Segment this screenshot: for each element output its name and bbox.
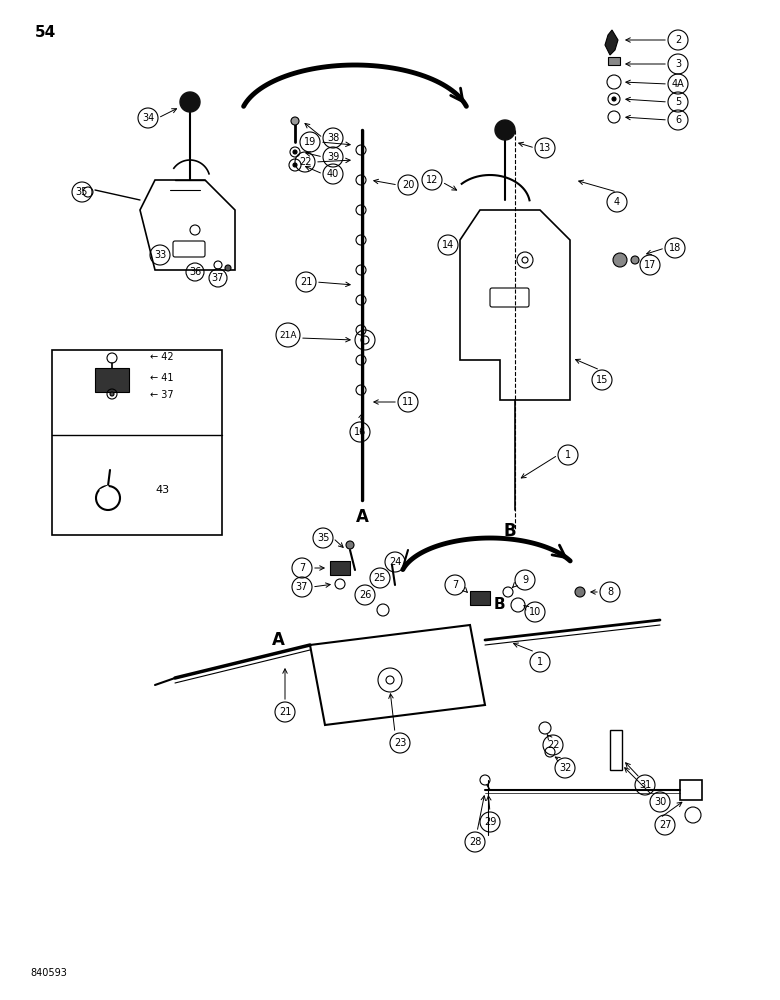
Text: 24: 24 <box>388 557 401 567</box>
Bar <box>330 561 350 575</box>
Circle shape <box>110 392 114 396</box>
Text: 19: 19 <box>304 137 316 147</box>
Bar <box>52 350 222 535</box>
Text: 33: 33 <box>154 250 166 260</box>
Text: 18: 18 <box>669 243 681 253</box>
Text: 12: 12 <box>426 175 438 185</box>
Circle shape <box>575 587 585 597</box>
Text: 1: 1 <box>537 657 543 667</box>
Bar <box>680 780 702 800</box>
Text: 22: 22 <box>547 740 559 750</box>
Text: 7: 7 <box>452 580 458 590</box>
Text: 6: 6 <box>675 115 681 125</box>
Text: 30: 30 <box>654 797 666 807</box>
Text: 8: 8 <box>607 587 613 597</box>
Text: 9: 9 <box>522 575 528 585</box>
Text: 2: 2 <box>675 35 681 45</box>
Text: 5: 5 <box>675 97 681 107</box>
Text: A: A <box>272 631 285 649</box>
Text: 13: 13 <box>539 143 551 153</box>
Circle shape <box>293 163 297 167</box>
Circle shape <box>613 253 627 267</box>
Polygon shape <box>100 486 108 498</box>
Text: 43: 43 <box>155 485 169 495</box>
Text: 35: 35 <box>76 187 88 197</box>
Bar <box>610 730 622 770</box>
Circle shape <box>293 150 297 154</box>
Text: 32: 32 <box>558 763 571 773</box>
Text: 26: 26 <box>359 590 371 600</box>
Text: 40: 40 <box>327 169 339 179</box>
Text: 16: 16 <box>354 427 366 437</box>
Text: 34: 34 <box>142 113 154 123</box>
Circle shape <box>631 256 639 264</box>
Circle shape <box>612 97 616 101</box>
Text: 21A: 21A <box>279 330 296 340</box>
Text: ← 37: ← 37 <box>150 390 174 400</box>
Text: B: B <box>494 597 505 612</box>
Text: 37: 37 <box>212 273 224 283</box>
Text: 21: 21 <box>300 277 312 287</box>
Text: 25: 25 <box>374 573 386 583</box>
Text: 7: 7 <box>299 563 305 573</box>
Text: 15: 15 <box>596 375 608 385</box>
Text: 28: 28 <box>469 837 481 847</box>
Text: 37: 37 <box>296 582 308 592</box>
Text: ← 41: ← 41 <box>150 373 173 383</box>
Circle shape <box>225 265 231 271</box>
Text: 21: 21 <box>278 707 291 717</box>
Bar <box>95 368 129 392</box>
Text: 1: 1 <box>565 450 571 460</box>
Text: B: B <box>504 522 516 540</box>
Circle shape <box>291 117 299 125</box>
Text: 4A: 4A <box>672 79 684 89</box>
Text: 4: 4 <box>614 197 620 207</box>
Text: 35: 35 <box>317 533 329 543</box>
Bar <box>608 57 620 65</box>
Text: 23: 23 <box>394 738 406 748</box>
Circle shape <box>495 120 515 140</box>
Text: 20: 20 <box>402 180 414 190</box>
Bar <box>470 591 490 605</box>
Text: ← 42: ← 42 <box>150 352 174 362</box>
Text: 22: 22 <box>299 157 311 167</box>
Circle shape <box>346 541 354 549</box>
Text: 29: 29 <box>484 817 496 827</box>
Text: 3: 3 <box>675 59 681 69</box>
Text: 31: 31 <box>639 780 651 790</box>
Text: 36: 36 <box>189 267 201 277</box>
Text: 840593: 840593 <box>30 968 67 978</box>
Text: 10: 10 <box>529 607 541 617</box>
Polygon shape <box>605 30 618 55</box>
Text: 27: 27 <box>659 820 672 830</box>
Text: 54: 54 <box>35 25 56 40</box>
Text: 39: 39 <box>327 152 339 162</box>
Text: 11: 11 <box>402 397 414 407</box>
Text: 38: 38 <box>327 133 339 143</box>
Circle shape <box>180 92 200 112</box>
Text: 14: 14 <box>442 240 454 250</box>
Text: A: A <box>356 508 368 526</box>
Text: 17: 17 <box>644 260 656 270</box>
